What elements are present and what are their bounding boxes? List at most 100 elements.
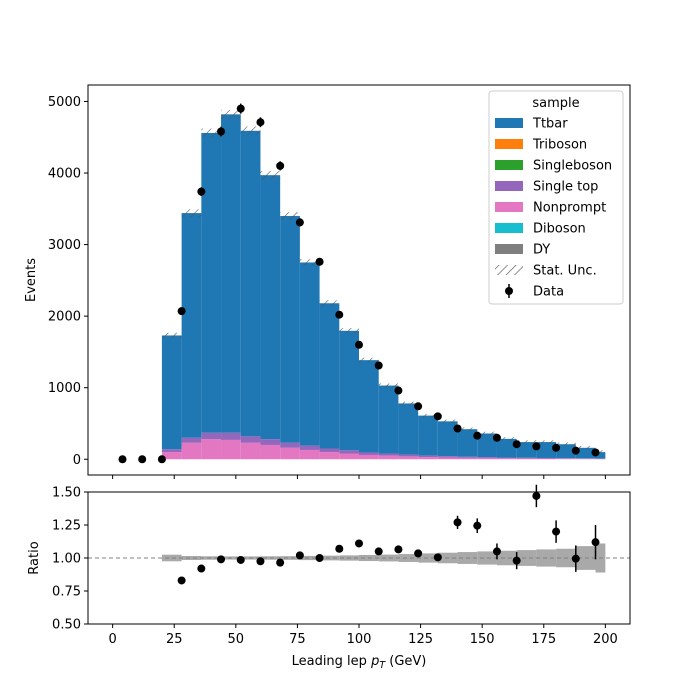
stat-unc-hatch [477, 431, 497, 436]
bar-single-top [240, 436, 261, 443]
bar-ttbar [181, 213, 202, 438]
bar-nonprompt [477, 457, 497, 460]
data-point [512, 440, 521, 449]
data-point [276, 161, 285, 170]
bar-ttbar [477, 433, 497, 458]
y-tick-label: 3000 [48, 238, 81, 253]
bar-nonprompt [378, 455, 399, 460]
stat-unc-hatch [496, 437, 517, 441]
x-tick-label: 200 [593, 632, 618, 647]
bar-ttbar [457, 429, 478, 457]
bar-ttbar [575, 447, 596, 459]
ratio-point [256, 557, 265, 566]
legend-label: DY [533, 243, 550, 258]
legend-item: Diboson [495, 222, 586, 237]
ratio-unc-band [398, 554, 419, 562]
stat-unc-hatch [240, 126, 261, 136]
data-point [492, 433, 501, 442]
bar-nonprompt [556, 458, 576, 460]
ratio-y-tick-label: 1.00 [52, 552, 81, 567]
ratio-unc-band [299, 555, 320, 561]
bar-ttbar [437, 421, 458, 457]
x-tick-label: 150 [470, 632, 495, 647]
ratio-point [295, 551, 304, 560]
ratio-point [473, 521, 482, 530]
bar-single-top [457, 456, 478, 458]
ratio-unc-band [516, 550, 537, 566]
bar-ttbar [319, 303, 340, 449]
ratio-point [433, 553, 442, 562]
legend-marker [505, 287, 513, 295]
ratio-point [394, 545, 403, 554]
bar-single-top [181, 437, 202, 443]
bar-single-top [556, 458, 576, 459]
bar-nonprompt [418, 457, 438, 460]
stat-unc-hatch [418, 413, 438, 418]
ratio-point [532, 491, 541, 500]
bar-single-top [339, 450, 359, 454]
legend-label: Stat. Unc. [533, 264, 597, 279]
legend-item: Triboson [495, 138, 587, 153]
bar-nonprompt [398, 456, 419, 460]
bar-ttbar [556, 444, 576, 459]
stat-unc-hatch [595, 450, 606, 454]
data-point [157, 455, 166, 464]
legend-label: Triboson [532, 138, 587, 153]
ratio-point [453, 518, 462, 527]
data-point [473, 431, 482, 440]
stat-unc-hatch [556, 442, 576, 447]
y-tick-label: 1000 [48, 381, 81, 396]
data-point [177, 307, 186, 316]
y-tick-label: 5000 [48, 95, 81, 110]
bar-ttbar [280, 215, 300, 443]
stat-unc-hatch [181, 209, 202, 217]
ratio-unc-band [496, 550, 517, 566]
bar-single-top [378, 453, 399, 456]
legend-item: Singleboson [495, 159, 612, 174]
bar-nonprompt [221, 439, 241, 460]
stat-unc-hatch [378, 383, 399, 388]
y-tick-label: 2000 [48, 310, 81, 325]
bar-nonprompt [516, 458, 537, 460]
bar-single-top [221, 432, 241, 440]
stat-unc-hatch [398, 401, 419, 406]
ratio-y-axis-label: Ratio [27, 541, 42, 574]
ratio-point [512, 556, 521, 565]
bar-ttbar [398, 403, 419, 455]
legend-swatch [495, 118, 523, 128]
x-tick-label: 25 [166, 632, 183, 647]
bar-ttbar [260, 175, 281, 440]
y-axis-label: Events [24, 258, 39, 302]
ratio-unc-band [378, 554, 399, 562]
data-point [138, 455, 147, 464]
legend-item: Data [505, 284, 564, 300]
ratio-point [335, 544, 344, 553]
y-tick-label: 0 [73, 453, 81, 468]
bar-ttbar [299, 262, 320, 446]
data-point [197, 187, 206, 196]
legend-label: Single top [533, 180, 598, 195]
ratio-y-tick-label: 0.75 [52, 585, 81, 600]
bar-ttbar [536, 442, 557, 458]
x-axis-label: Leading lep pT (GeV) [292, 654, 427, 671]
stat-unc-hatch [516, 440, 537, 444]
bar-single-top [516, 457, 537, 459]
bar-single-top [280, 442, 300, 448]
legend-swatch [495, 244, 523, 254]
bar-single-top [398, 454, 419, 457]
bar-nonprompt [536, 458, 557, 460]
bar-single-top [161, 449, 182, 453]
bar-nonprompt [260, 444, 281, 460]
bar-ttbar [378, 385, 399, 454]
ratio-point [591, 538, 600, 547]
bar-ttbar [201, 132, 222, 433]
data-point [315, 257, 324, 266]
legend-item: Stat. Unc. [495, 264, 597, 279]
stat-unc-hatch [260, 171, 281, 180]
legend: sample Ttbar Triboson Singleboson Single to… [488, 90, 624, 305]
ratio-point [552, 527, 561, 536]
bar-single-top [201, 432, 222, 440]
stat-unc-hatch [161, 332, 182, 339]
legend-item: Nonprompt [495, 201, 606, 216]
bar-nonprompt [457, 457, 478, 460]
